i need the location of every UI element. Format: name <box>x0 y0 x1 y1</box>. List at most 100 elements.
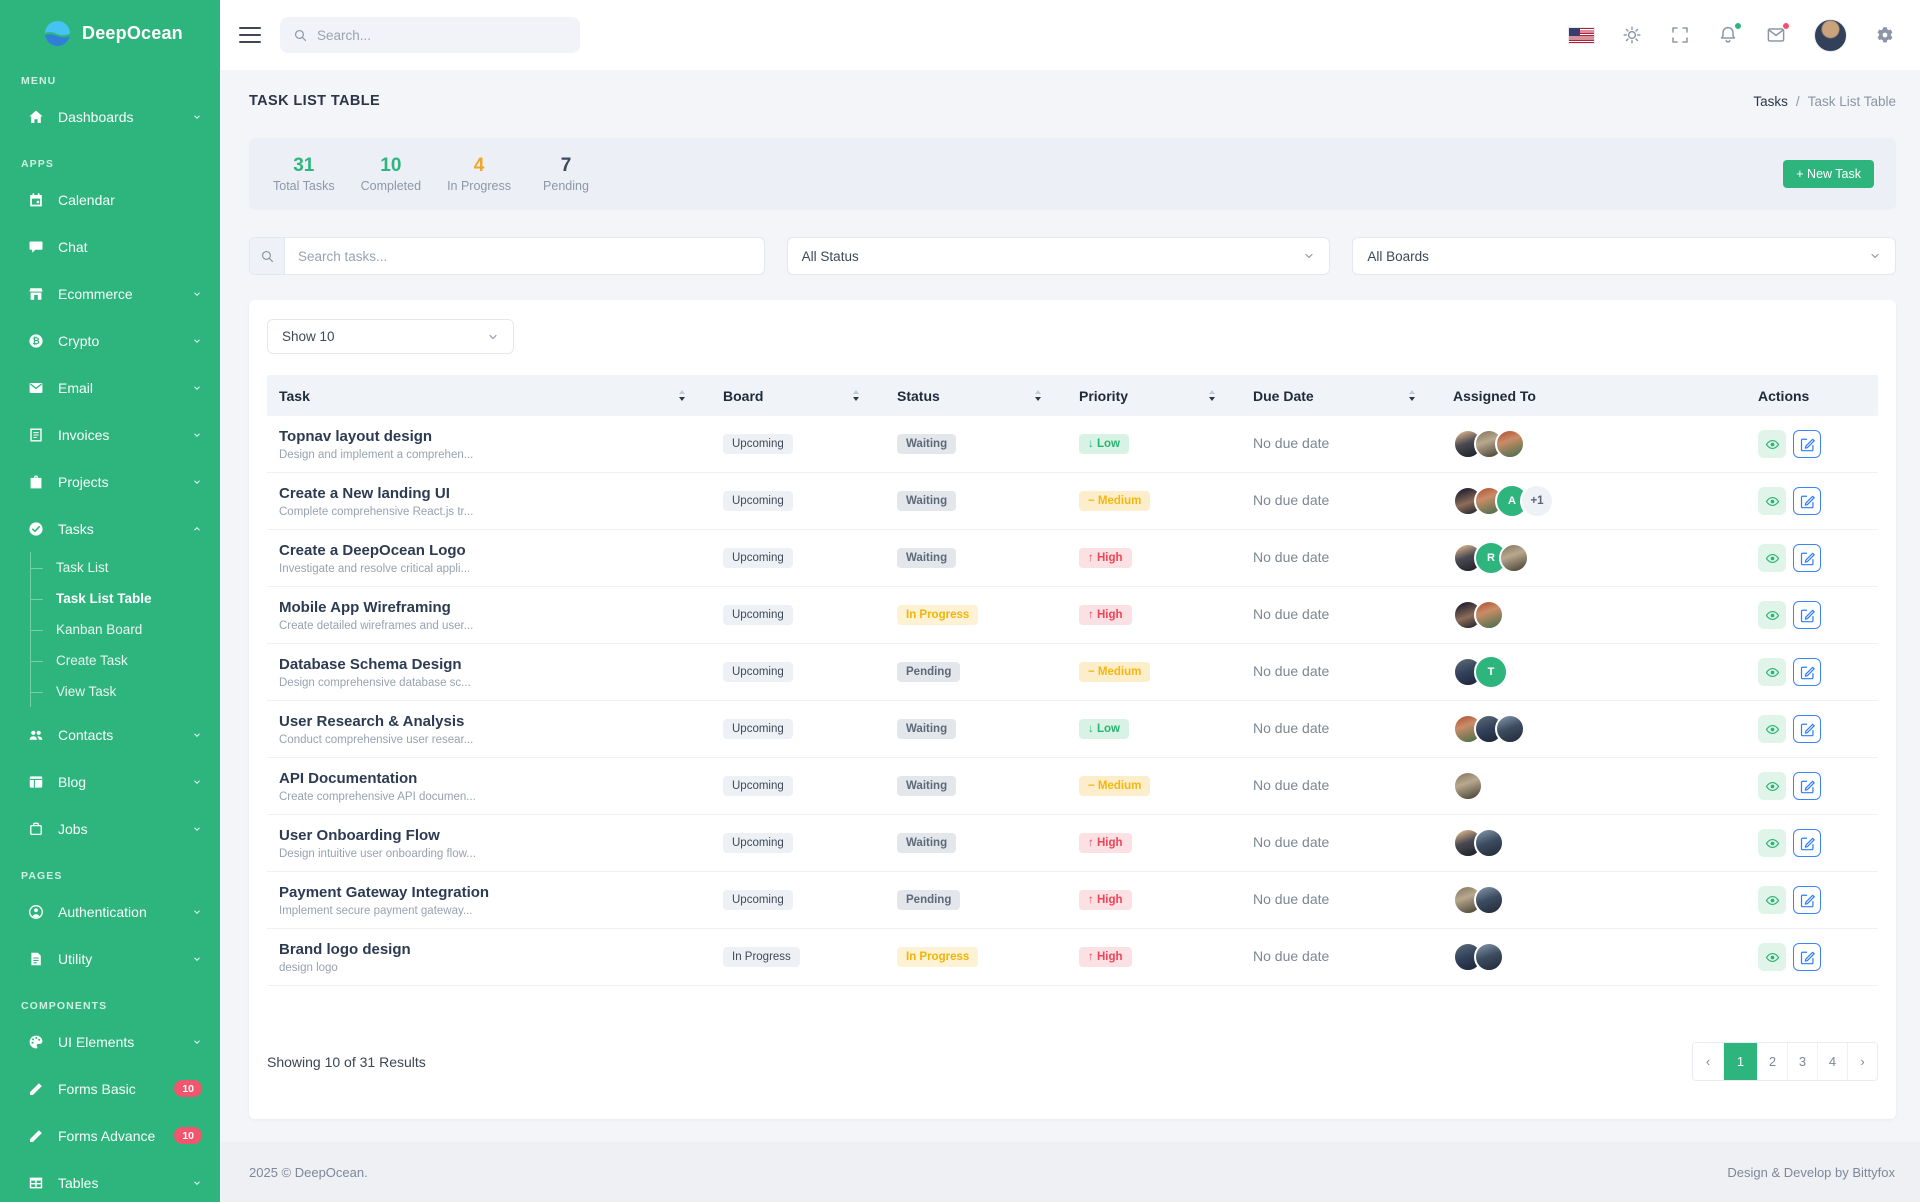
sidebar-subitem-view-task[interactable]: View Task <box>31 676 220 707</box>
svg-text:₿: ₿ <box>32 336 39 347</box>
board-filter-select[interactable]: All Boards <box>1352 237 1897 275</box>
sidebar-item-crypto[interactable]: ₿ Crypto <box>0 317 220 364</box>
task-title[interactable]: Mobile App Wireframing <box>279 598 451 616</box>
edit-task-button[interactable] <box>1793 487 1821 515</box>
view-task-button[interactable] <box>1758 772 1786 800</box>
sidebar-item-ecommerce[interactable]: Ecommerce <box>0 270 220 317</box>
chevron-down-icon <box>192 289 202 299</box>
view-task-button[interactable] <box>1758 487 1786 515</box>
edit-task-button[interactable] <box>1793 601 1821 629</box>
column-header-priority[interactable]: Priority <box>1067 388 1241 404</box>
task-title[interactable]: Database Schema Design <box>279 655 462 673</box>
task-title[interactable]: Create a DeepOcean Logo <box>279 541 466 559</box>
pagination-page-3[interactable]: 3 <box>1787 1043 1817 1080</box>
sidebar-item-calendar[interactable]: Calendar <box>0 176 220 223</box>
edit-task-button[interactable] <box>1793 943 1821 971</box>
edit-task-button[interactable] <box>1793 772 1821 800</box>
view-task-button[interactable] <box>1758 658 1786 686</box>
sidebar-subitem-task-list[interactable]: Task List <box>31 552 220 583</box>
sidebar-item-dashboards[interactable]: Dashboards <box>0 93 220 140</box>
chevron-down-icon <box>192 777 202 787</box>
pagination-prev-button[interactable]: ‹ <box>1693 1043 1723 1080</box>
theme-toggle-sun-icon[interactable] <box>1622 25 1642 45</box>
sidebar-subitem-create-task[interactable]: Create Task <box>31 645 220 676</box>
sidebar-item-forms-basic[interactable]: Forms Basic 10 <box>0 1065 220 1112</box>
sort-icon[interactable] <box>1209 390 1215 401</box>
global-search[interactable] <box>280 17 580 53</box>
sidebar-item-contacts[interactable]: Contacts <box>0 711 220 758</box>
sidebar-item-tables[interactable]: Tables <box>0 1159 220 1202</box>
sidebar-item-blog[interactable]: Blog <box>0 758 220 805</box>
status-filter-select[interactable]: All Status <box>786 237 1331 275</box>
assignee-avatar <box>1474 828 1504 858</box>
view-task-button[interactable] <box>1758 430 1786 458</box>
sort-icon[interactable] <box>1409 390 1415 401</box>
sidebar-item-projects[interactable]: Projects <box>0 458 220 505</box>
view-task-button[interactable] <box>1758 715 1786 743</box>
task-title[interactable]: Brand logo design <box>279 940 411 958</box>
pagination-page-4[interactable]: 4 <box>1817 1043 1847 1080</box>
chevron-down-icon <box>192 907 202 917</box>
task-title[interactable]: User Research & Analysis <box>279 712 465 730</box>
sidebar-item-ui-elements[interactable]: UI Elements <box>0 1018 220 1065</box>
breadcrumb-parent[interactable]: Tasks <box>1753 93 1788 109</box>
sidebar-item-tasks[interactable]: Tasks <box>0 505 220 552</box>
pagination-page-2[interactable]: 2 <box>1757 1043 1787 1080</box>
chevron-down-icon <box>192 336 202 346</box>
notifications-bell-icon[interactable] <box>1718 22 1742 45</box>
task-title[interactable]: Create a New landing UI <box>279 484 450 502</box>
task-search-input[interactable] <box>285 238 764 274</box>
edit-task-button[interactable] <box>1793 658 1821 686</box>
global-search-input[interactable] <box>317 27 567 43</box>
due-date: No due date <box>1253 720 1330 736</box>
column-header-due-date[interactable]: Due Date <box>1241 388 1441 404</box>
sidebar-item-forms-advance[interactable]: Forms Advance 10 <box>0 1112 220 1159</box>
edit-task-button[interactable] <box>1793 544 1821 572</box>
sidebar-item-authentication[interactable]: Authentication <box>0 888 220 935</box>
view-task-button[interactable] <box>1758 886 1786 914</box>
menu-toggle-icon[interactable] <box>239 23 261 48</box>
table-body: Topnav layout design Design and implement… <box>267 416 1878 986</box>
sort-icon[interactable] <box>1035 390 1041 401</box>
task-title[interactable]: Payment Gateway Integration <box>279 883 490 901</box>
sidebar-item-jobs[interactable]: Jobs <box>0 805 220 852</box>
page-size-select[interactable]: Show 10 <box>267 319 514 354</box>
fullscreen-icon[interactable] <box>1670 25 1690 45</box>
sidebar-item-email[interactable]: Email <box>0 364 220 411</box>
brand-logo[interactable]: DeepOcean <box>0 0 220 57</box>
column-header-status[interactable]: Status <box>885 388 1067 404</box>
chevron-down-icon <box>1869 250 1881 262</box>
view-task-button[interactable] <box>1758 601 1786 629</box>
task-title[interactable]: Topnav layout design <box>279 427 433 445</box>
sidebar-subitem-task-list-table[interactable]: Task List Table <box>31 583 220 614</box>
task-title[interactable]: User Onboarding Flow <box>279 826 440 844</box>
edit-task-button[interactable] <box>1793 829 1821 857</box>
settings-gear-icon[interactable] <box>1875 25 1895 45</box>
edit-task-button[interactable] <box>1793 886 1821 914</box>
user-avatar[interactable] <box>1814 18 1847 52</box>
task-title[interactable]: API Documentation <box>279 769 418 787</box>
task-search[interactable] <box>249 237 765 275</box>
sidebar-item-invoices[interactable]: Invoices <box>0 411 220 458</box>
stat-label: Total Tasks <box>273 179 335 194</box>
column-header-task[interactable]: Task <box>267 388 711 404</box>
pagination-next-button[interactable]: › <box>1847 1043 1877 1080</box>
new-task-button[interactable]: + New Task <box>1783 160 1874 188</box>
sidebar-item-utility[interactable]: Utility <box>0 935 220 982</box>
language-flag-icon[interactable] <box>1569 27 1594 43</box>
sidebar-item-chat[interactable]: Chat <box>0 223 220 270</box>
sort-icon[interactable] <box>679 390 685 401</box>
sort-icon[interactable] <box>853 390 859 401</box>
assignee-avatars <box>1453 828 1734 858</box>
pagination-page-1[interactable]: 1 <box>1723 1043 1757 1080</box>
view-task-button[interactable] <box>1758 544 1786 572</box>
sidebar-subitem-kanban-board[interactable]: Kanban Board <box>31 614 220 645</box>
messages-mail-icon[interactable] <box>1766 22 1790 45</box>
edit-task-button[interactable] <box>1793 430 1821 458</box>
edit-task-button[interactable] <box>1793 715 1821 743</box>
assignee-avatars <box>1453 942 1734 972</box>
column-header-board[interactable]: Board <box>711 388 885 404</box>
view-task-button[interactable] <box>1758 943 1786 971</box>
brand-name: DeepOcean <box>82 23 183 43</box>
view-task-button[interactable] <box>1758 829 1786 857</box>
